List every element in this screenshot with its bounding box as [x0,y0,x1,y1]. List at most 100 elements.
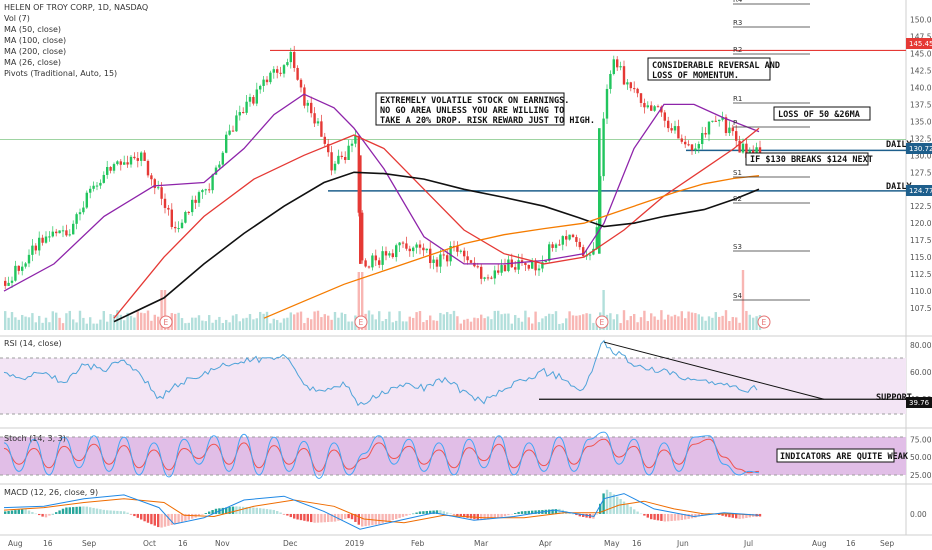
candle [548,244,551,261]
macd-histogram-bar [197,513,201,517]
volume-bar [279,322,282,330]
macd-histogram-bar [551,509,554,514]
macd-histogram-bar [347,513,350,519]
volume-bar [14,317,17,330]
earnings-marker[interactable] [159,315,173,329]
indicator-label-pivots[interactable]: Pivots (Traditional, Auto, 15) [4,69,117,78]
candle [656,106,660,108]
candle [231,130,235,132]
candle [398,242,401,246]
volume-bar [724,310,728,330]
macd-histogram-bar [279,512,282,514]
volume-bar [568,311,571,330]
ma100-line[interactable] [113,127,760,319]
earnings-gap-candle [598,128,601,254]
candle [388,253,391,256]
macd-histogram-bar [225,507,228,514]
volume-bar [673,314,677,330]
macd-histogram-bar [201,513,204,515]
macd-histogram-bar [221,507,224,514]
ma200-line[interactable] [113,171,760,323]
price-axis[interactable] [906,0,932,550]
volume-bar [157,316,160,330]
volume-bar [201,320,204,330]
candle [367,266,371,268]
volume-bar [531,323,534,330]
macd-histogram-bar [429,510,432,514]
ma50-line[interactable] [3,93,760,292]
volume-bar [571,315,575,330]
candle [99,182,102,186]
volume-bar [660,310,663,330]
candle [677,126,680,139]
candle [650,105,653,111]
macd-histogram-bar [323,513,326,523]
volume-bar [180,318,184,330]
stoch-title[interactable]: Stoch (14, 3, 3) [4,434,66,443]
volume-bar [7,317,10,330]
candle [225,134,228,153]
indicator-label-ma200[interactable]: MA (200, close) [4,47,66,56]
macd-line[interactable] [3,493,760,530]
pivot-label: S1 [733,169,742,177]
macd-histogram-bar [480,513,483,521]
candle [551,244,554,248]
macd-histogram-bar [646,513,649,518]
macd-histogram-bar [670,513,673,522]
stoch-band [0,437,906,475]
macd-histogram-bar [102,509,105,514]
volume-bar [48,322,51,330]
time-axis-tick: Sep [880,539,894,548]
macd-histogram-bar [119,511,122,514]
macd-histogram-bar [738,513,741,519]
volume-bar [435,320,439,330]
macd-histogram-bar [289,513,292,518]
volume-bar [218,316,221,330]
volume-bar [714,312,717,330]
time-axis-tick: Aug [812,539,827,548]
candle [146,160,150,176]
macd-histogram-bar [85,506,88,514]
macd-histogram-bar [548,509,551,514]
annotation-loss-ma: LOSS OF 50 &26MA [773,106,871,121]
indicator-label-ma100[interactable]: MA (100, close) [4,36,66,45]
rsi-title[interactable]: RSI (14, close) [4,339,62,348]
macd-title[interactable]: MACD (12, 26, close, 9) [4,488,98,497]
candle [711,120,714,122]
macd-histogram-bar [310,513,313,523]
rsi-trendline[interactable] [603,341,825,400]
rsi-pane [3,339,906,407]
candle [106,166,109,175]
volume-bar [140,312,143,330]
macd-histogram-bar [731,513,734,518]
svg-text:130.72: 130.72 [909,145,932,153]
indicator-label-vol[interactable]: Vol (7) [4,14,30,23]
earnings-marker[interactable] [354,315,368,329]
macd-histogram-bar [252,507,255,514]
earnings-marker[interactable] [757,315,771,329]
macd-histogram-bar [415,512,418,514]
price-pane[interactable] [0,0,906,335]
indicator-label-ma50[interactable]: MA (50, close) [4,25,61,34]
macd-histogram-bar [677,513,680,521]
volume-bar [184,323,187,330]
macd-histogram-bar [643,513,646,516]
macd-histogram-bar [449,513,452,514]
candle [582,247,585,257]
macd-signal-line[interactable] [3,498,760,524]
candle [629,82,632,89]
candle [119,161,122,165]
ma26-line[interactable] [263,175,760,319]
volume-bar [4,311,7,330]
volume-bar [401,321,405,330]
candle [34,245,37,251]
macd-histogram-bar [106,510,109,514]
volume-bar [313,311,316,330]
rsi-line[interactable] [3,339,758,407]
macd-histogram-bar [214,508,218,514]
volume-bar [357,272,360,330]
indicator-label-ma26[interactable]: MA (26, close) [4,58,61,67]
earnings-marker[interactable] [595,315,609,329]
stoch-k-line[interactable] [3,431,760,479]
